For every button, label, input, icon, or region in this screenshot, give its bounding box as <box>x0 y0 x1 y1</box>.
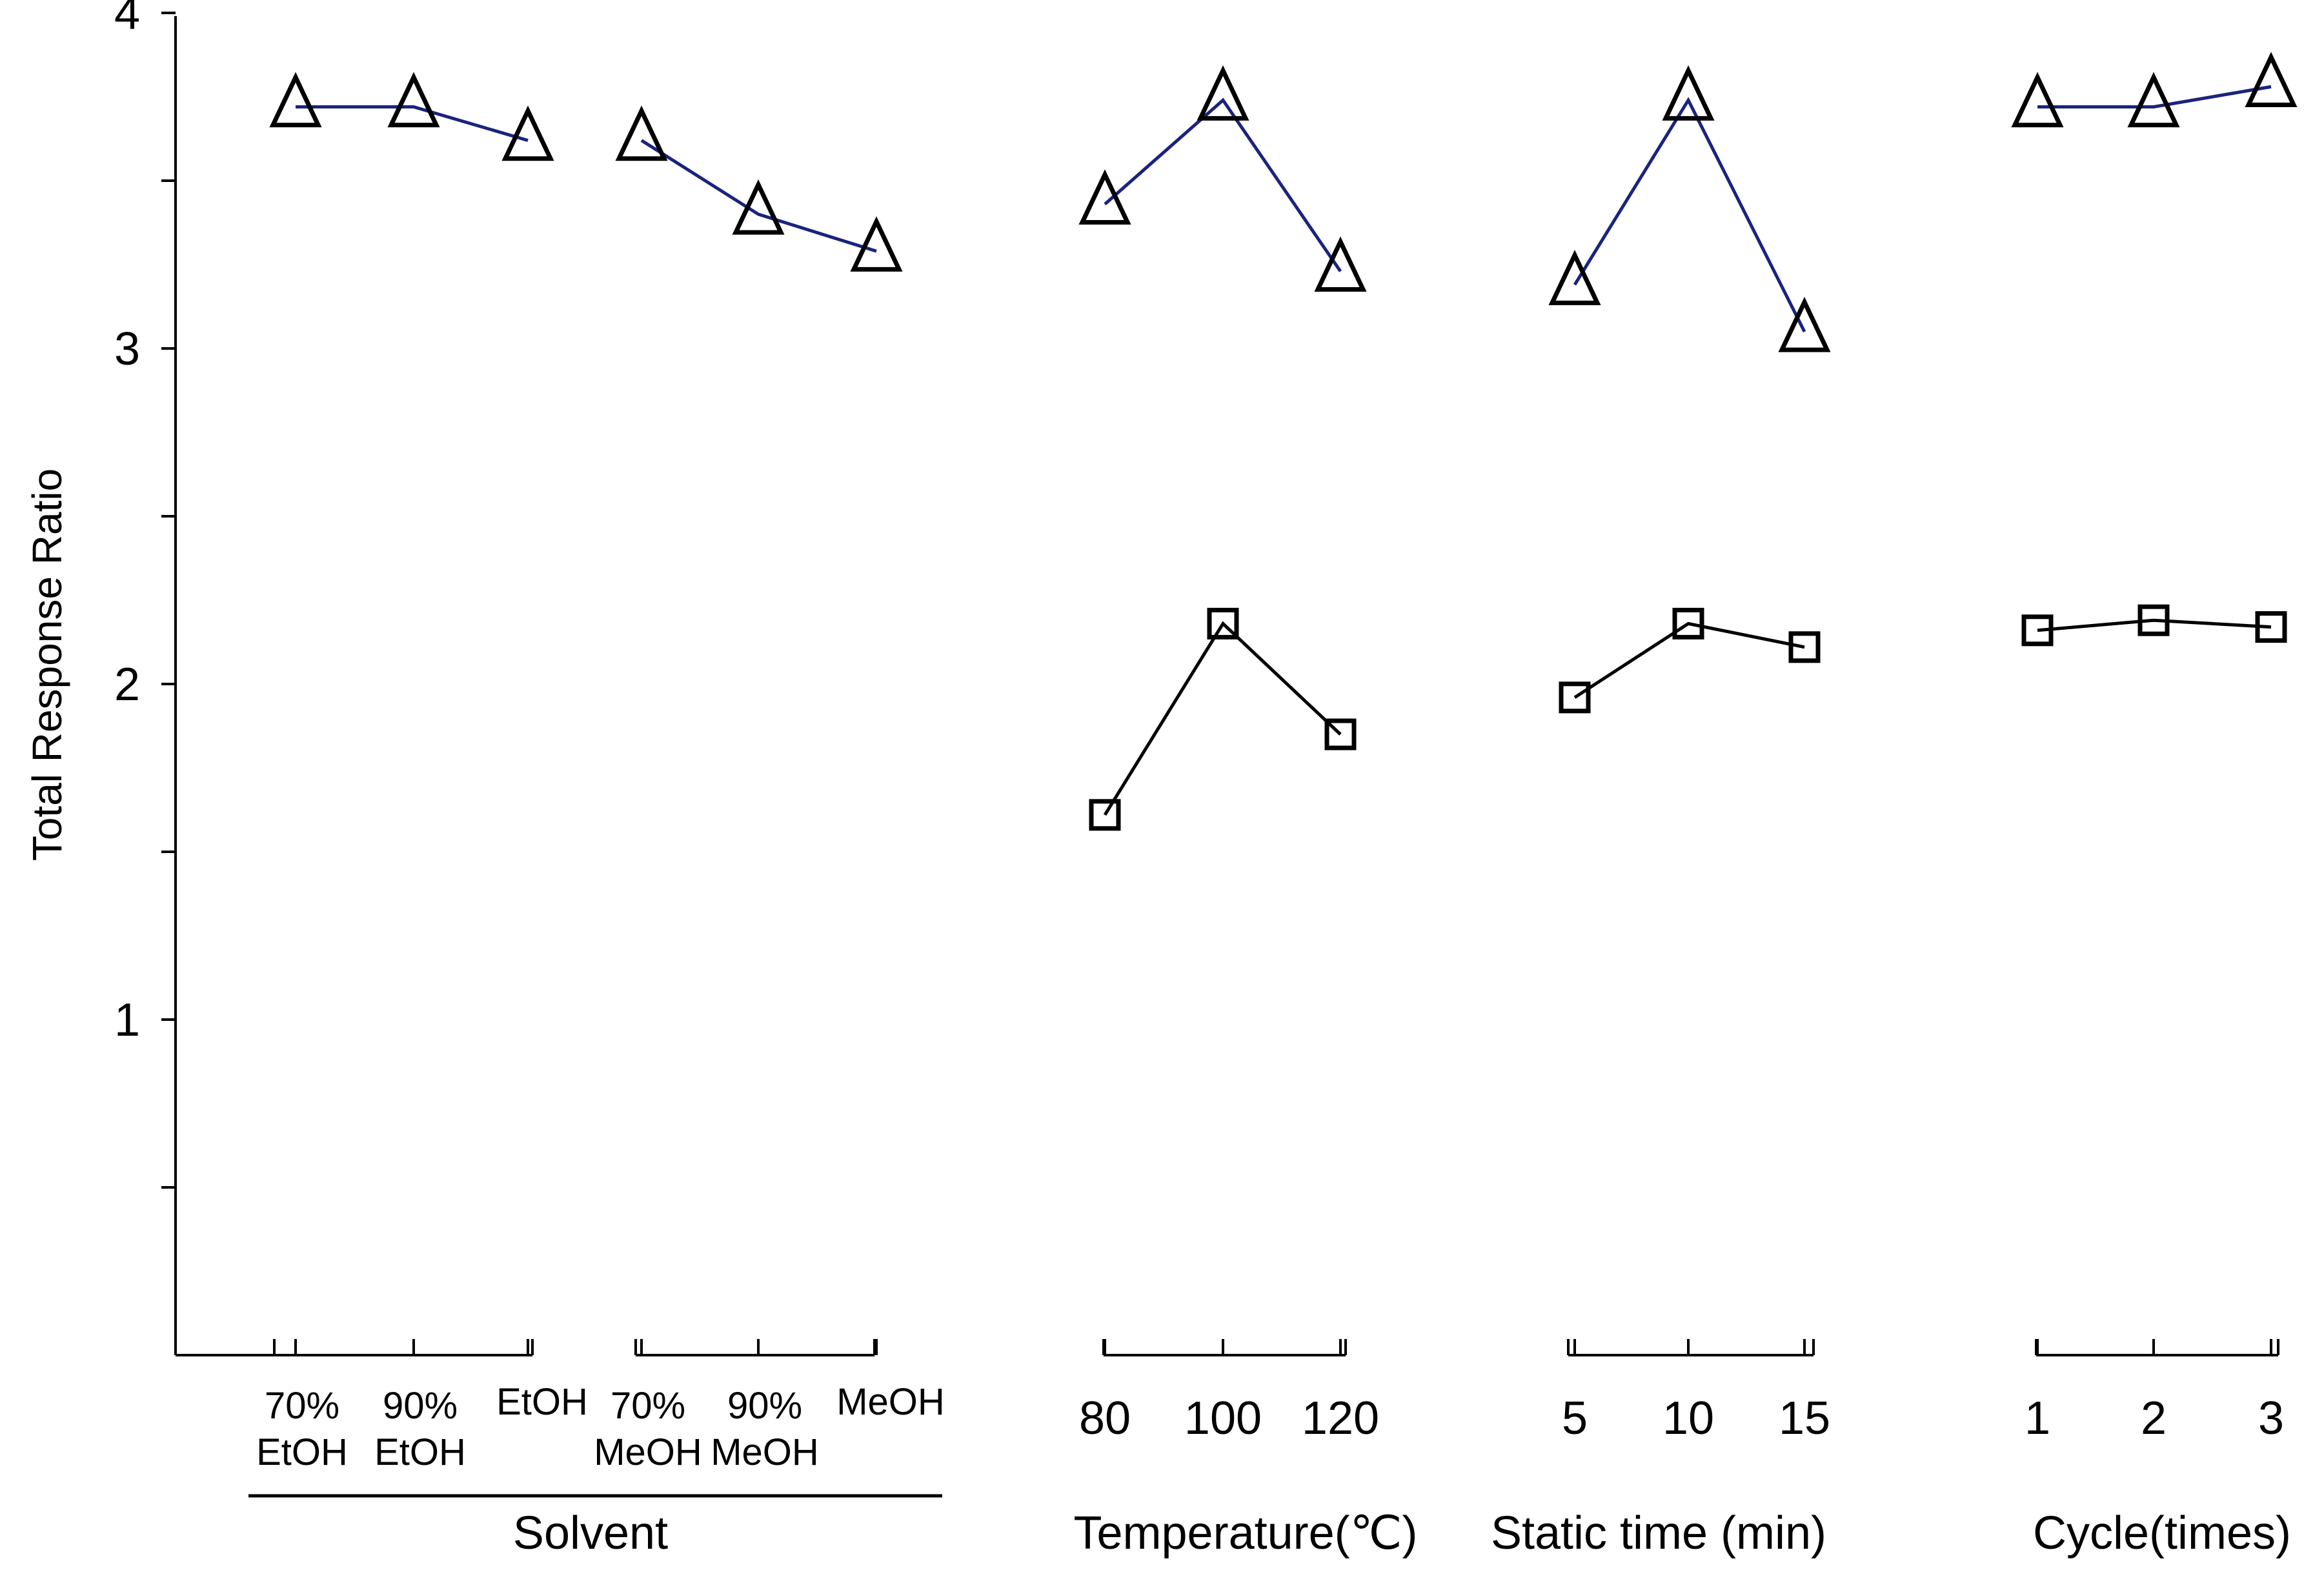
triangle-marker <box>1778 296 1831 352</box>
triangle-marker <box>732 179 785 235</box>
triangle-series-line <box>1104 97 1342 272</box>
triangle-series-line <box>1573 97 1806 333</box>
category-label: 80 <box>1079 1393 1131 1444</box>
category-label-line: MeOH <box>711 1431 819 1473</box>
square-marker <box>1788 631 1821 663</box>
triangle-series-line <box>2037 85 2272 109</box>
square-marker <box>2255 611 2287 643</box>
group-label: Static time (min) <box>1491 1507 1826 1559</box>
category-label-line: 90% <box>727 1385 802 1427</box>
triangle-marker <box>615 105 668 161</box>
triangle-marker <box>269 72 322 128</box>
category-label: 3 <box>2258 1393 2284 1444</box>
triangle-marker <box>1314 236 1367 292</box>
triangle-marker <box>501 105 554 161</box>
category-label-line: 70% <box>611 1385 685 1427</box>
category-label: 1 <box>2025 1393 2050 1444</box>
group-label: Cycle(times) <box>2033 1507 2291 1559</box>
category-label: 120 <box>1302 1393 1379 1444</box>
category-label: MeOH <box>836 1381 945 1423</box>
category-label: 15 <box>1779 1393 1830 1444</box>
square-marker <box>1324 718 1357 750</box>
y-tick-label: 2 <box>114 659 140 710</box>
square-marker <box>1672 607 1704 639</box>
square-marker <box>1089 799 1121 831</box>
category-label: 5 <box>1562 1393 1588 1444</box>
square-series-line <box>1573 621 1805 699</box>
category-label: 70% MeOH <box>594 1385 702 1473</box>
category-label-line: EtOH <box>374 1431 466 1473</box>
y-axis-label: Total Response Ratio <box>24 468 70 861</box>
category-label-line: 70% <box>265 1385 339 1427</box>
triangle-marker <box>387 72 440 128</box>
triangle-series-line <box>296 105 529 142</box>
category-label: 90% MeOH <box>711 1385 819 1473</box>
triangle-marker <box>1078 169 1131 225</box>
triangle-series-line <box>640 139 877 253</box>
category-label: 70% EtOH <box>256 1385 348 1473</box>
axes: 1 2 3 4 <box>114 0 2279 1498</box>
triangle-marker <box>2245 52 2298 108</box>
category-label-line: 90% <box>383 1385 458 1427</box>
square-series-line <box>1103 621 1342 816</box>
series-markers <box>269 52 2298 831</box>
triangle-marker <box>850 216 903 272</box>
square-marker <box>1559 681 1591 714</box>
category-label: 100 <box>1184 1393 1262 1444</box>
square-marker <box>1207 607 1239 639</box>
square-marker <box>2137 604 2170 636</box>
y-tick-label: 4 <box>114 0 140 39</box>
category-label-line: EtOH <box>256 1431 348 1473</box>
group-label: Solvent <box>513 1507 668 1559</box>
triangle-marker <box>2127 72 2180 128</box>
category-label: 10 <box>1662 1393 1714 1444</box>
triangle-marker <box>1197 65 1249 121</box>
square-marker <box>2021 614 2054 647</box>
series-lines <box>296 85 2272 816</box>
triangle-marker <box>1548 250 1601 305</box>
group-label: Temperature(℃) <box>1073 1507 1417 1559</box>
category-label: 90% EtOH <box>374 1385 466 1473</box>
y-tick-label: 3 <box>114 323 140 375</box>
category-label-line: MeOH <box>594 1431 702 1473</box>
y-tick-label: 1 <box>114 994 140 1046</box>
triangle-marker <box>1662 65 1715 121</box>
square-series-line <box>2037 618 2272 632</box>
category-label: 2 <box>2141 1393 2167 1444</box>
triangle-marker <box>2011 72 2064 128</box>
category-label: EtOH <box>496 1381 588 1423</box>
